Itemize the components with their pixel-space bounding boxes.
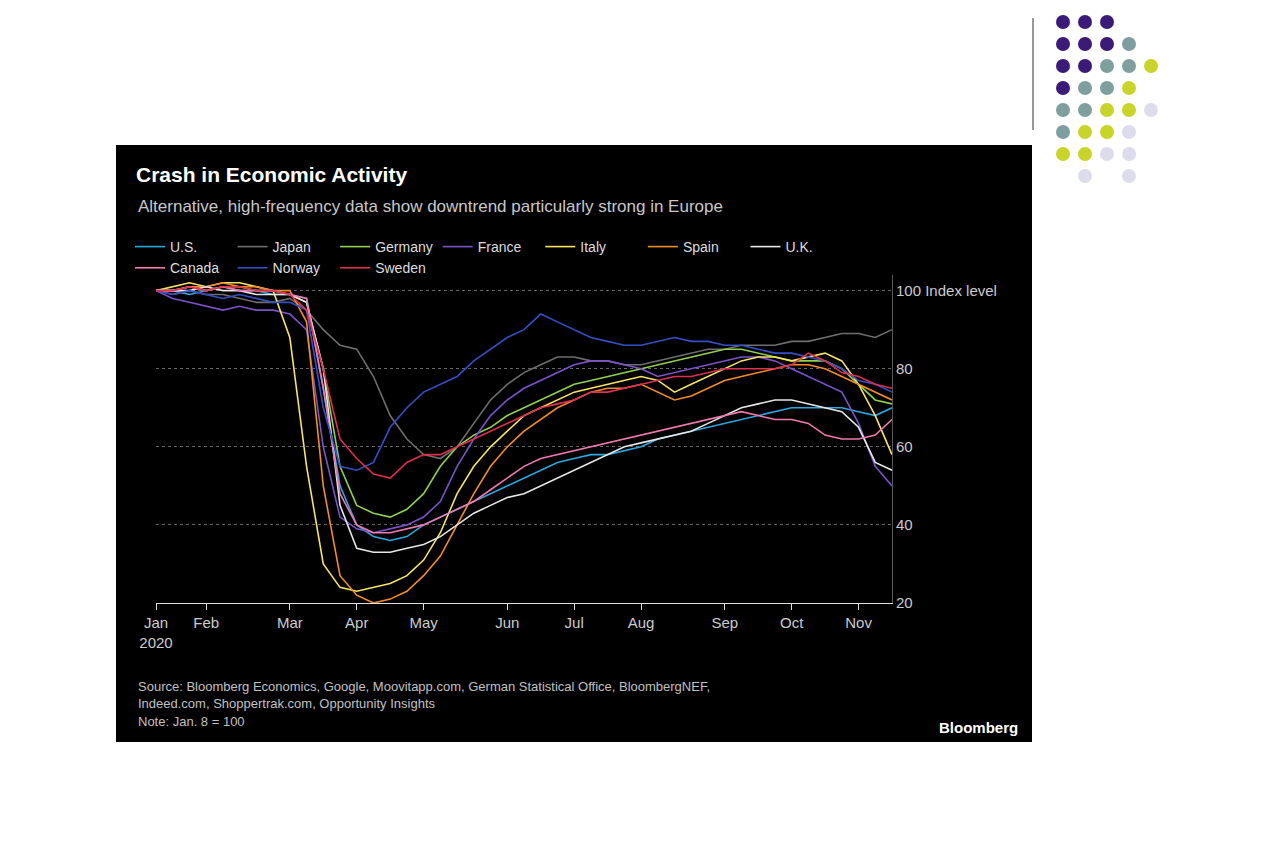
svg-text:Aug: Aug (628, 614, 655, 631)
svg-text:Feb: Feb (193, 614, 219, 631)
svg-text:Sweden: Sweden (375, 260, 426, 276)
svg-text:Japan: Japan (273, 239, 311, 255)
svg-text:20: 20 (896, 594, 913, 611)
svg-text:Bloomberg: Bloomberg (939, 719, 1018, 736)
svg-text:Jul: Jul (565, 614, 584, 631)
svg-text:Nov: Nov (845, 614, 872, 631)
svg-text:Germany: Germany (375, 239, 433, 255)
svg-text:Note: Jan. 8 = 100: Note: Jan. 8 = 100 (138, 714, 245, 729)
svg-text:100 Index level: 100 Index level (896, 282, 997, 299)
svg-text:France: France (478, 239, 522, 255)
svg-text:May: May (409, 614, 438, 631)
svg-text:Oct: Oct (780, 614, 804, 631)
svg-text:80: 80 (896, 360, 913, 377)
svg-text:U.K.: U.K. (785, 239, 812, 255)
svg-text:Norway: Norway (273, 260, 320, 276)
svg-text:Mar: Mar (277, 614, 303, 631)
svg-text:60: 60 (896, 438, 913, 455)
svg-text:Alternative, high-frequency da: Alternative, high-frequency data show do… (138, 197, 723, 216)
svg-text:Spain: Spain (683, 239, 719, 255)
svg-text:U.S.: U.S. (170, 239, 197, 255)
svg-text:Jun: Jun (495, 614, 519, 631)
svg-text:Sep: Sep (711, 614, 738, 631)
svg-text:40: 40 (896, 516, 913, 533)
svg-text:Jan2020: Jan2020 (139, 614, 172, 651)
svg-text:Apr: Apr (345, 614, 368, 631)
svg-text:Source: Bloomberg Economics, G: Source: Bloomberg Economics, Google, Moo… (138, 679, 710, 711)
svg-text:Canada: Canada (170, 260, 219, 276)
svg-text:Crash in Economic Activity: Crash in Economic Activity (136, 163, 407, 186)
svg-text:Italy: Italy (580, 239, 606, 255)
